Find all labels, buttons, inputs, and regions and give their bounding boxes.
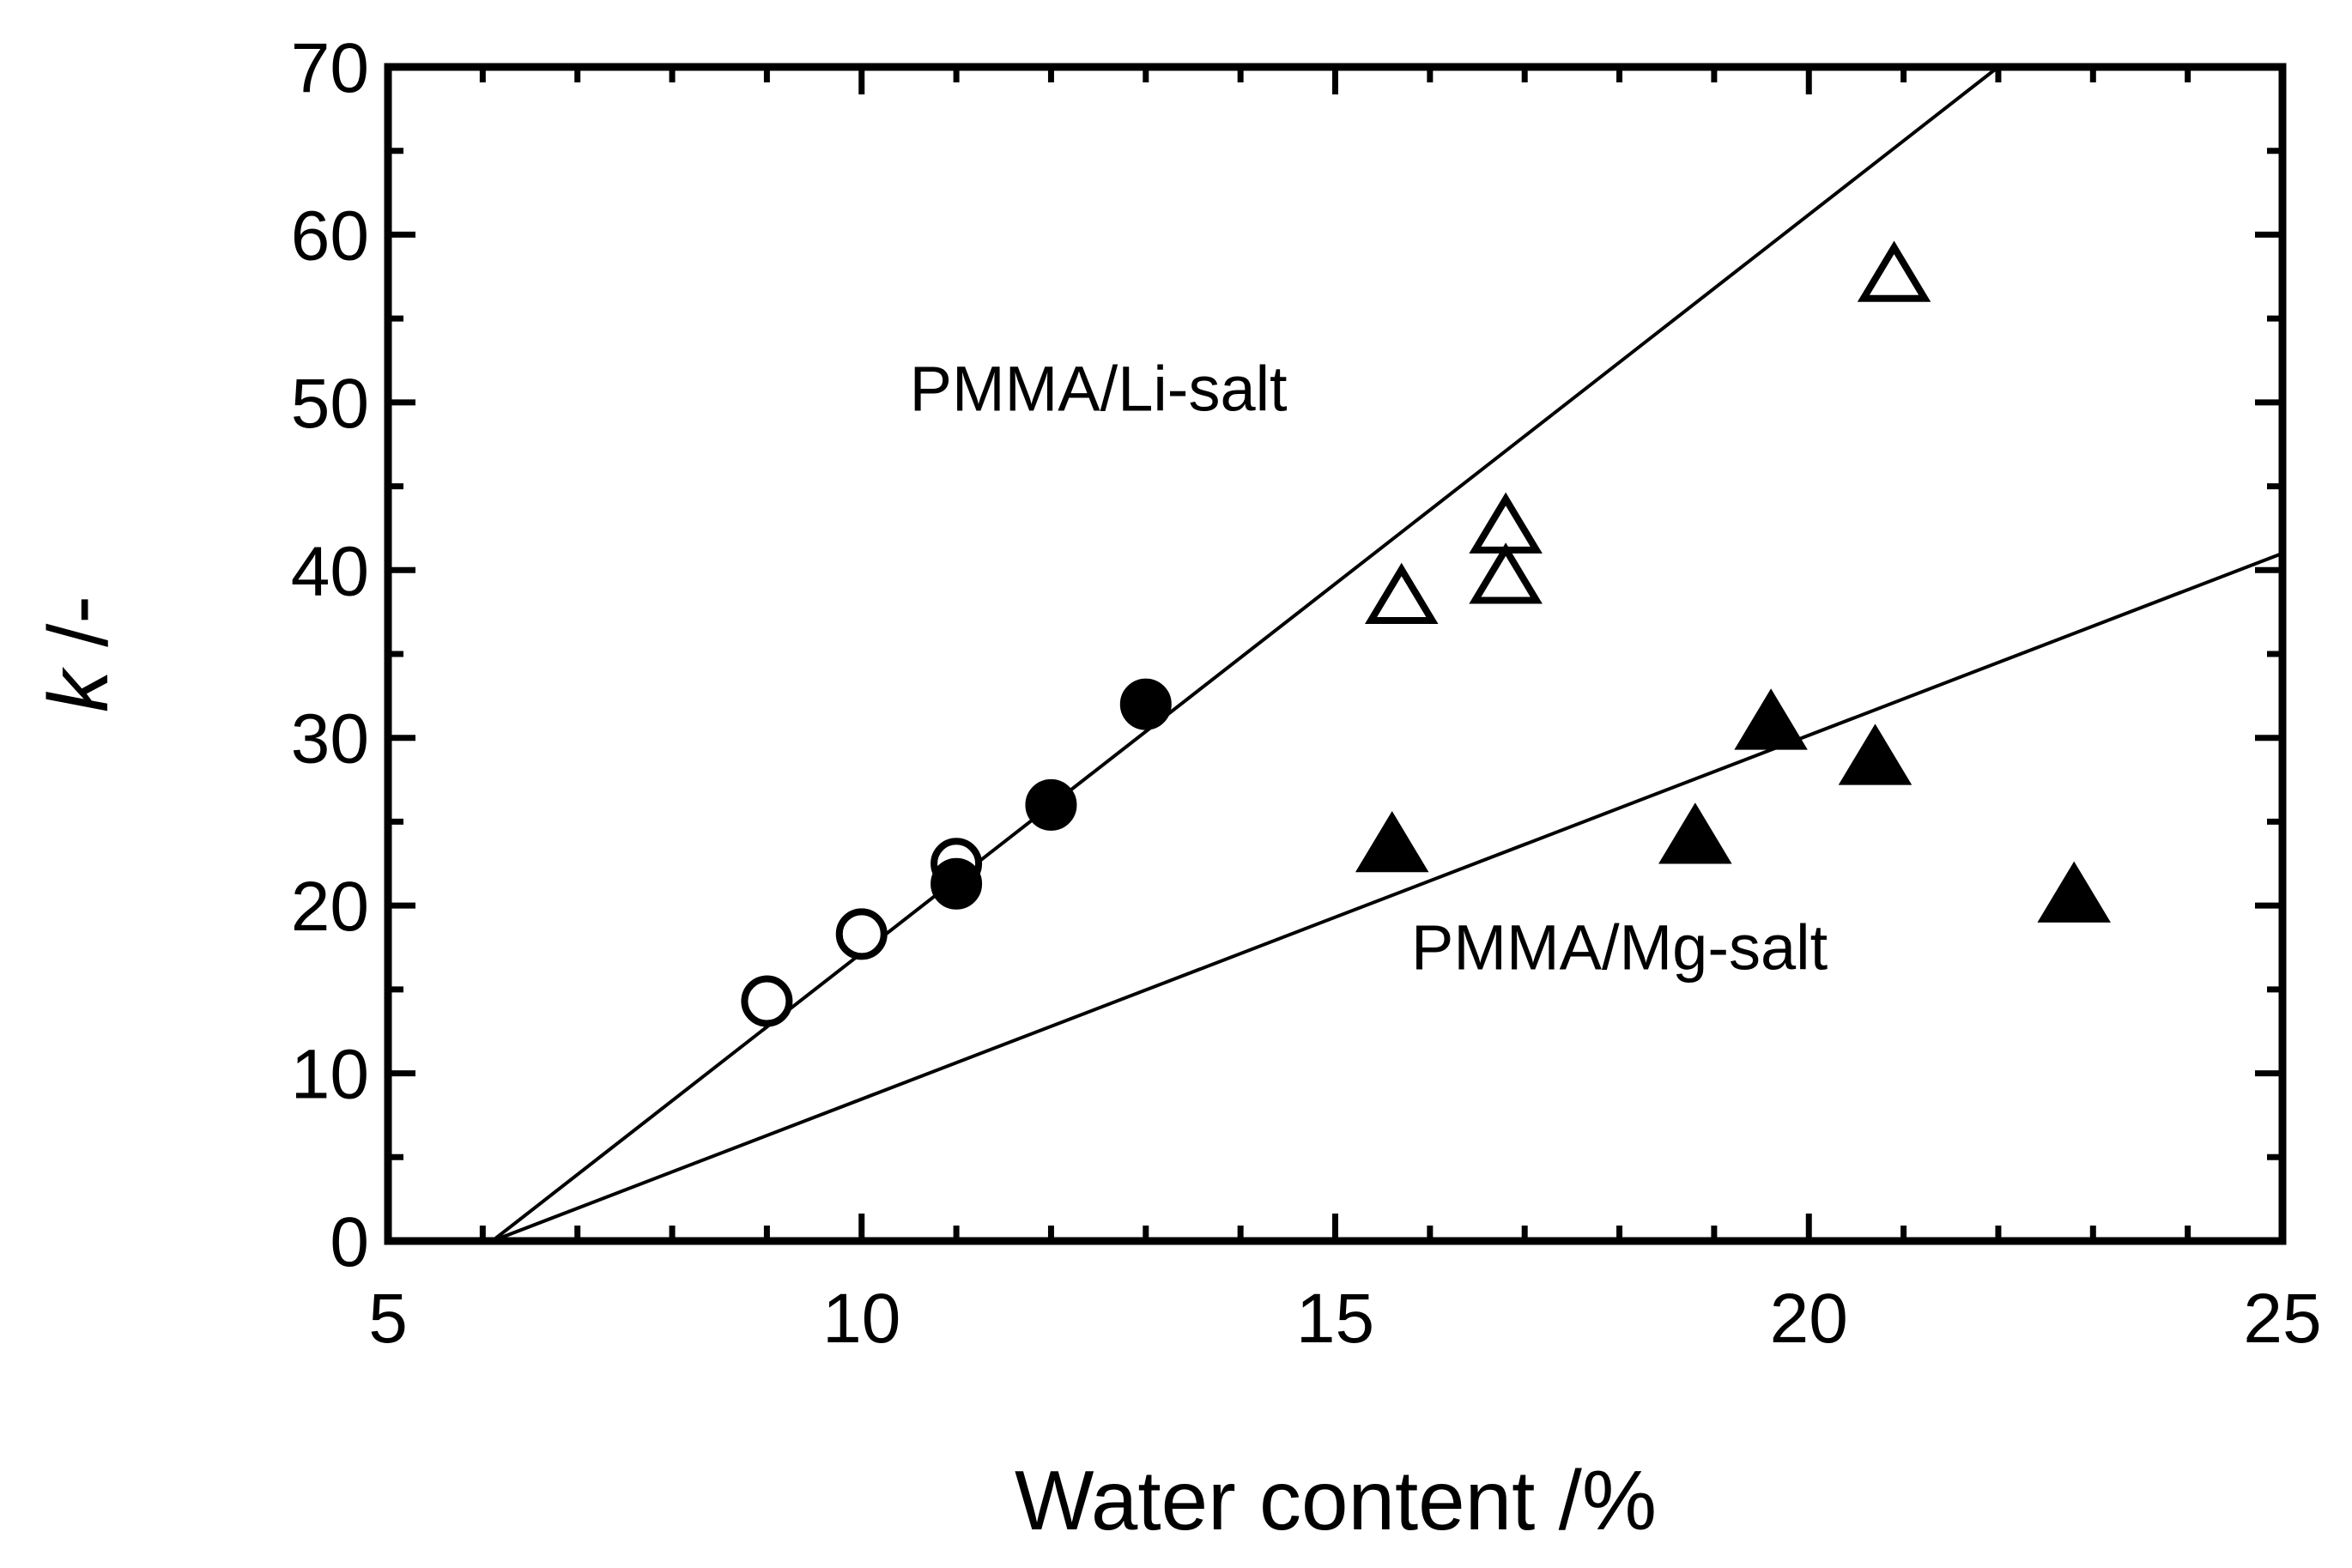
fit-lines: [491, 65, 2283, 1243]
tick-labels: 5 10 15 20 25 0 10 20 30 40 50 60 70: [291, 29, 2322, 1358]
y-axis-title: k /-: [31, 596, 125, 712]
y-tick-label: 20: [291, 868, 369, 946]
y-tick-label: 50: [291, 365, 369, 443]
series-annotation: PMMA/Mg-salt: [1411, 911, 1828, 983]
x-tick-label: 5: [368, 1280, 408, 1358]
filled-triangle-point: [1838, 723, 1913, 785]
x-tick-label: 15: [1296, 1280, 1374, 1358]
y-tick-label: 30: [291, 700, 369, 778]
x-axis-title: Water content /%: [1015, 1453, 1657, 1547]
x-tick-label: 25: [2243, 1280, 2321, 1358]
open-triangle-point: [1469, 542, 1543, 604]
open-circle-point: [741, 975, 793, 1027]
filled-circle-point: [930, 857, 983, 910]
open-triangle-point: [1364, 562, 1439, 625]
filled-circle-point: [1119, 678, 1172, 730]
y-tick-label: 60: [291, 197, 369, 275]
open-triangle-point: [1469, 492, 1543, 554]
series-annotation: PMMA/Li-salt: [910, 354, 1288, 425]
y-tick-label: 10: [291, 1036, 369, 1114]
filled-circle-point: [1025, 778, 1077, 831]
filled-triangle-point: [2037, 861, 2111, 923]
fit-line: [491, 65, 2000, 1243]
y-axis-symbol: k: [31, 666, 125, 712]
open-circle-point: [835, 908, 888, 960]
plot-frame: [384, 63, 2287, 1245]
data-points: [741, 240, 2111, 1027]
y-tick-label: 40: [291, 532, 369, 610]
x-tick-label: 20: [1770, 1280, 1848, 1358]
open-triangle-point: [1857, 240, 1931, 302]
y-tick-label: 0: [330, 1203, 369, 1281]
tick-marks: [385, 64, 2286, 1244]
annotations: PMMA/Li-salt PMMA/Mg-salt: [910, 354, 1828, 984]
filled-triangle-point: [1658, 802, 1732, 864]
x-tick-label: 10: [822, 1280, 900, 1358]
fit-line: [491, 551, 2283, 1243]
filled-triangle-point: [1734, 688, 1808, 750]
y-tick-label: 70: [291, 29, 369, 107]
filled-triangle-point: [1355, 810, 1429, 873]
y-axis-unit: /-: [31, 596, 125, 670]
